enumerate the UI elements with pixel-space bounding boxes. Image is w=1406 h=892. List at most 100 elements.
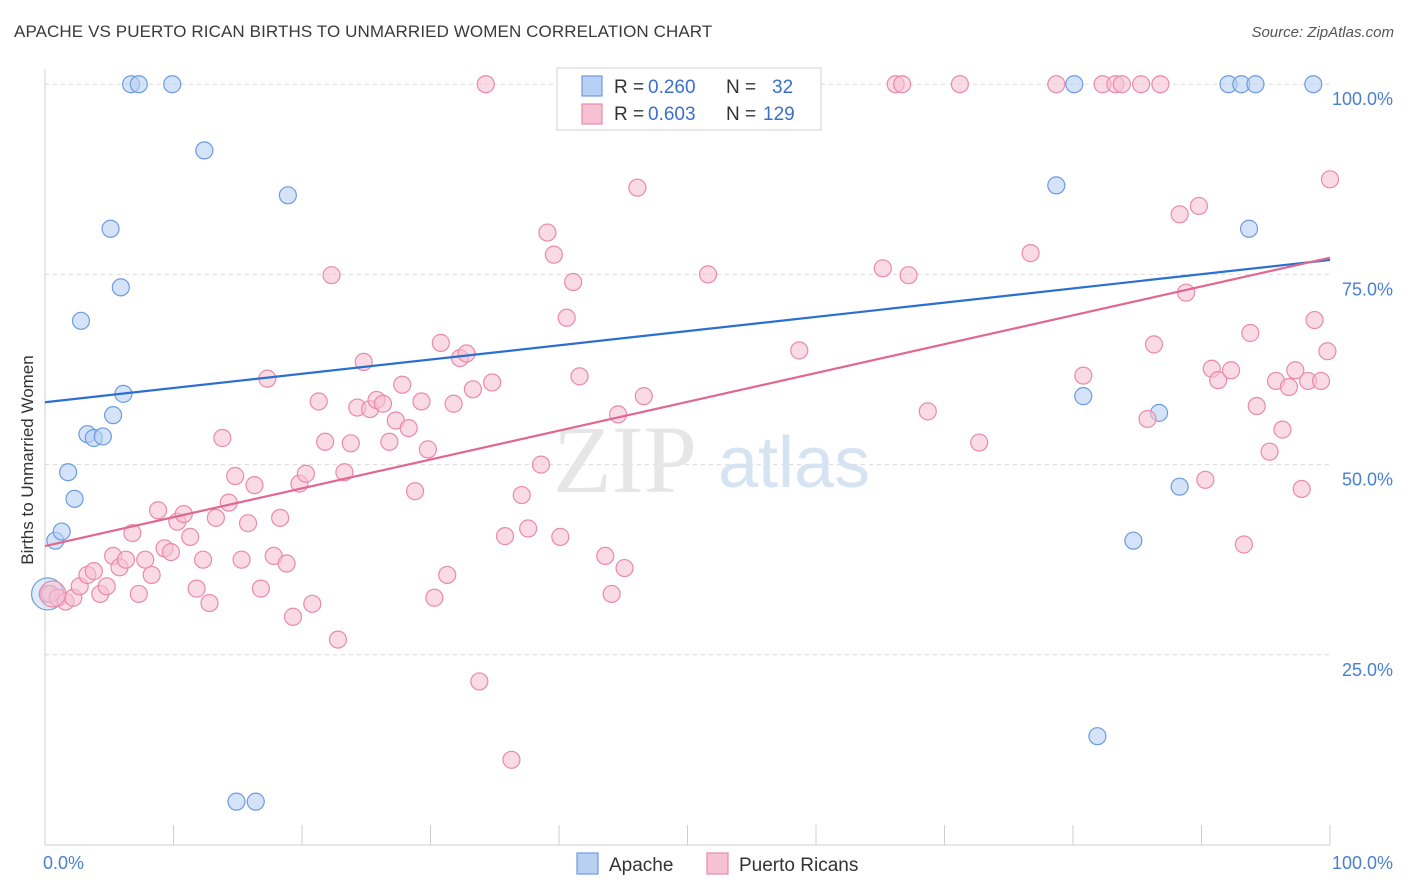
apache-point-16 [195, 141, 214, 160]
legend-apache-n-value: 32 [772, 77, 793, 98]
apache-point-14 [129, 75, 148, 94]
puerto-rican-point-54 [393, 375, 412, 394]
apache-point-23 [1065, 75, 1084, 94]
puerto-rican-point-26 [213, 428, 232, 448]
puerto-rican-point-78 [564, 272, 583, 292]
puerto-rican-point-74 [538, 223, 557, 242]
apache-point-17 [227, 792, 246, 811]
puerto-rican-point-24 [200, 593, 219, 613]
legend-apache-r-value: 0.260 [648, 77, 696, 98]
puerto-rican-point-18 [161, 542, 181, 562]
puerto-rican-point-46 [341, 434, 360, 453]
puerto-rican-point-62 [444, 394, 463, 413]
apache-point-8 [101, 219, 120, 238]
puerto-rican-point-80 [596, 546, 615, 566]
puerto-rican-point-93 [918, 402, 937, 421]
puerto-rican-point-51 [373, 394, 393, 413]
y-axis-title: Births to Unmarried Women [18, 355, 37, 564]
puerto-rican-point-124 [1311, 371, 1331, 391]
puerto-rican-point-84 [628, 178, 647, 197]
legend-pr-r-value: 0.603 [648, 104, 696, 125]
puerto-rican-point-69 [495, 527, 515, 546]
chart-title: APACHE VS PUERTO RICAN BIRTHS TO UNMARRI… [14, 22, 713, 41]
puerto-rican-point-25 [206, 508, 226, 527]
puerto-rican-point-32 [251, 579, 270, 598]
puerto-rican-point-103 [1138, 409, 1157, 429]
legend-swatch-apache [581, 75, 603, 97]
puerto-rican-point-65 [463, 380, 483, 399]
puerto-rican-point-23 [193, 550, 213, 569]
puerto-rican-point-71 [512, 485, 531, 505]
watermark: ZIP atlas [553, 406, 870, 513]
apache-point-15 [163, 75, 182, 94]
puerto-rican-point-59 [425, 588, 444, 607]
puerto-rican-point-97 [1047, 75, 1066, 94]
puerto-rican-point-11 [116, 550, 136, 569]
legend-apache-n-label: N = [726, 77, 756, 98]
puerto-rican-point-125 [1318, 342, 1337, 361]
puerto-rican-point-87 [698, 265, 718, 284]
puerto-rican-point-83 [615, 558, 634, 578]
puerto-rican-point-102 [1132, 75, 1151, 94]
puerto-rican-point-16 [148, 501, 168, 520]
puerto-rican-point-81 [602, 584, 621, 604]
legend-pr-n-label: N = [726, 104, 756, 125]
puerto-rican-trend-line [44, 256, 1331, 548]
grid-lines [45, 83, 1330, 656]
apache-point-25 [1088, 727, 1107, 746]
puerto-rican-point-21 [181, 527, 200, 546]
puerto-rican-point-85 [634, 387, 653, 406]
apache-trend-line [44, 258, 1331, 404]
axes [44, 69, 1331, 846]
puerto-rican-point-111 [1209, 371, 1228, 390]
apache-point-32 [1246, 75, 1265, 94]
puerto-rican-point-116 [1260, 442, 1279, 461]
puerto-rican-point-14 [136, 550, 155, 569]
puerto-rican-point-42 [316, 432, 335, 451]
puerto-rican-point-105 [1151, 75, 1170, 94]
apache-point-28 [1170, 477, 1189, 496]
bottom-legend-swatch-apache [576, 852, 599, 875]
puerto-rican-point-106 [1170, 205, 1189, 224]
puerto-rican-point-108 [1189, 196, 1209, 216]
puerto-rican-point-36 [277, 554, 296, 573]
apache-point-7 [93, 427, 112, 446]
puerto-rican-point-52 [380, 432, 399, 451]
puerto-rican-point-35 [271, 508, 290, 527]
puerto-rican-point-79 [570, 367, 589, 386]
y-tick-label-1: 50.0% [1342, 470, 1393, 490]
bottom-legend-puerto-ricans: Puerto Ricans [739, 855, 858, 876]
watermark-zip: ZIP [553, 406, 697, 513]
puerto-rican-point-41 [309, 392, 328, 411]
puerto-rican-point-30 [238, 514, 258, 533]
puerto-rican-point-75 [544, 245, 563, 264]
x-tick-label-0: 0.0% [43, 853, 84, 873]
apache-point-26 [1124, 531, 1143, 550]
apache-point-12 [71, 311, 91, 330]
puerto-rican-point-104 [1144, 335, 1164, 354]
puerto-rican-point-68 [483, 373, 502, 392]
watermark-atlas: atlas [718, 423, 870, 503]
puerto-rican-point-57 [412, 392, 431, 411]
puerto-rican-point-115 [1247, 396, 1266, 416]
apache-point-31 [1239, 219, 1259, 238]
puerto-rican-point-98 [1074, 366, 1093, 385]
puerto-rican-point-101 [1112, 75, 1131, 94]
puerto-rican-point-40 [303, 594, 322, 613]
puerto-rican-point-73 [531, 455, 551, 474]
puerto-rican-point-45 [335, 463, 354, 482]
puerto-rican-point-82 [609, 405, 628, 424]
apache-point-19 [278, 186, 297, 205]
puerto-rican-point-12 [123, 523, 142, 543]
puerto-rican-point-120 [1286, 361, 1305, 380]
puerto-rican-point-109 [1196, 470, 1215, 489]
apache-point-22 [1047, 176, 1066, 195]
puerto-rican-point-76 [551, 527, 570, 546]
legend-pr-n-value: 129 [763, 104, 795, 125]
puerto-rican-point-6 [84, 562, 103, 581]
puerto-rican-point-28 [226, 466, 245, 486]
puerto-rican-point-72 [519, 519, 538, 538]
puerto-rican-point-70 [502, 750, 521, 769]
apache-point-9 [104, 406, 123, 425]
